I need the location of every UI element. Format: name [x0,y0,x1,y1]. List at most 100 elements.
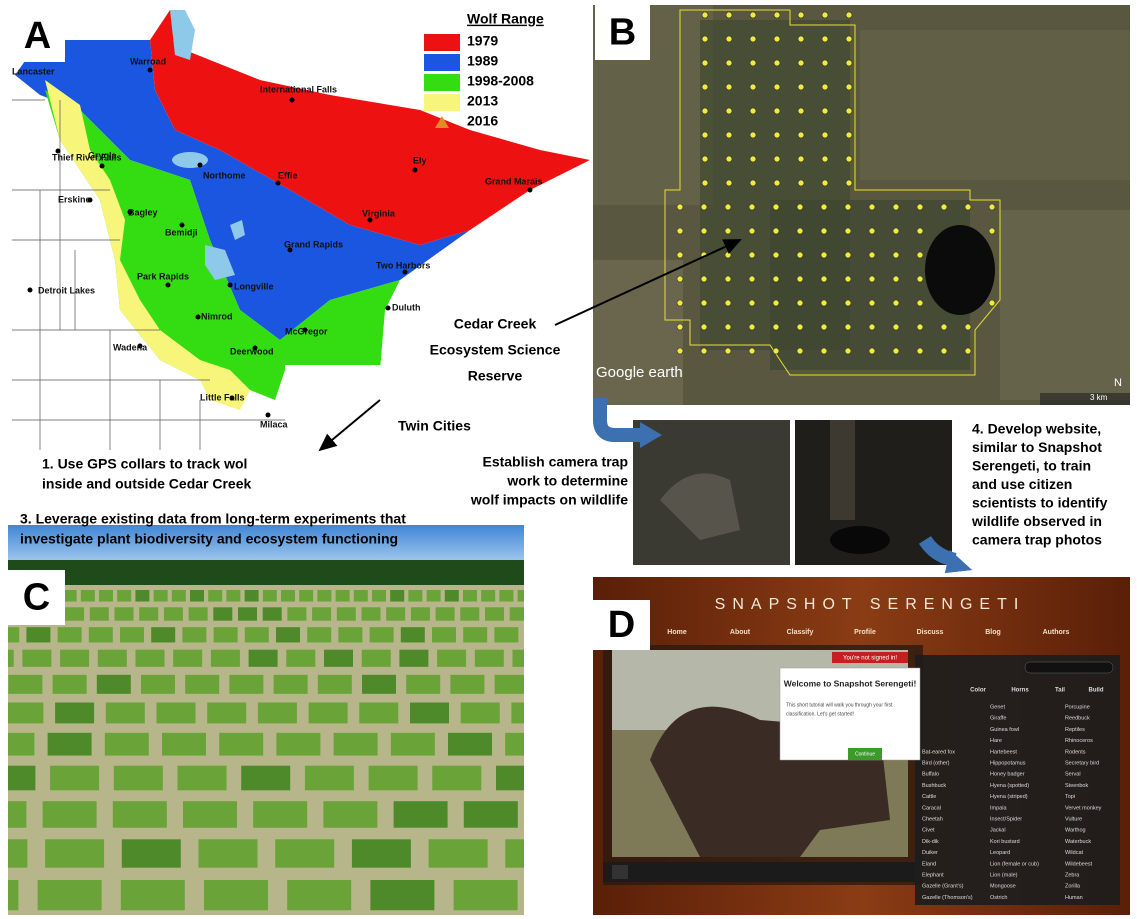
camera-pin [940,323,948,331]
plot [275,839,335,868]
plot [188,607,208,621]
species-option[interactable]: Cheetah [922,816,943,822]
caption: Serengeti, to train [972,458,1091,474]
species-option[interactable]: Genet [990,704,1005,710]
nav-link[interactable]: Profile [854,629,876,636]
species-option[interactable]: Topi [1065,794,1075,800]
plot [198,839,258,868]
species-option[interactable]: Giraffe [990,716,1006,722]
plot [505,839,524,868]
species-option[interactable]: Caracal [922,805,941,811]
species-option[interactable]: Reedbuck [1065,716,1090,722]
species-option[interactable]: Kori bustard [990,839,1020,845]
species-option[interactable]: Hyena (spotted) [990,783,1029,789]
species-option[interactable]: Wildcat [1065,850,1084,856]
species-option[interactable]: Rhinoceros [1065,738,1093,744]
species-option[interactable]: Insect/Spider [990,816,1022,822]
nav-link[interactable]: Discuss [917,629,944,636]
species-option[interactable]: Vervet monkey [1065,805,1102,811]
scale-label: 3 km [1090,393,1108,402]
camera-pin [797,35,805,43]
species-option[interactable]: Lion (female or cub) [990,861,1039,867]
camera-pin [676,299,684,307]
city-dot [402,269,408,275]
camera-pin [701,155,709,163]
species-option[interactable]: Elephant [922,872,944,878]
plot [317,674,352,694]
camera-pin [821,59,829,67]
species-option[interactable]: Bat-eared fox [922,749,955,755]
plot [248,649,278,667]
species-option[interactable]: Honey badger [990,772,1025,778]
caption: Twin Cities [398,418,471,434]
species-option[interactable]: Duiker [922,850,938,856]
species-option[interactable]: Leopard [990,850,1010,856]
plot [114,607,134,621]
species-option[interactable]: Gazelle (Thomson's) [922,895,973,901]
species-option[interactable]: Impala [990,805,1007,811]
camera-pin [773,11,781,19]
species-option[interactable]: Cattle [922,794,936,800]
species-option[interactable]: Ostrich [990,895,1007,901]
species-option[interactable]: Hyena (striped) [990,794,1028,800]
species-option[interactable]: Hare [990,738,1002,744]
plot [359,702,399,724]
plot [362,674,396,694]
nav-link[interactable]: Home [667,629,687,636]
camera-pin [892,251,900,259]
camera-pin [748,323,756,331]
species-option[interactable]: Civet [922,828,935,834]
camera-pin [749,11,757,19]
plot [406,674,441,694]
camera-pin [796,299,804,307]
plot [112,801,167,828]
plot [499,590,514,602]
species-option[interactable]: Eland [922,861,936,867]
city-label: Little Falls [200,392,245,402]
nav-link[interactable]: Blog [985,629,1001,636]
popup-text: This short tutorial will walk you throug… [786,702,893,708]
species-option[interactable]: Human [1065,895,1083,901]
camera-pin [676,203,684,211]
popup-button[interactable]: Continue [855,751,875,757]
camera-pin [724,203,732,211]
species-option[interactable]: Jackal [990,828,1006,834]
species-option[interactable]: Hippopotamus [990,760,1026,766]
plot [151,627,176,643]
plot [393,801,448,828]
camera-pin [772,251,780,259]
nav-link[interactable]: About [730,629,751,636]
camera-pin [916,251,924,259]
plot [104,732,149,756]
legend-label: 1979 [467,33,498,49]
species-option[interactable]: Vulture [1065,816,1082,822]
species-option[interactable]: Mongoose [990,884,1016,890]
city-dot [252,345,258,351]
species-option[interactable]: Waterbuck [1065,839,1091,845]
species-option[interactable]: Secretary bird [1065,760,1099,766]
species-option[interactable]: Guinea fowl [990,727,1019,733]
species-option[interactable]: Hartebeest [990,749,1017,755]
species-option[interactable]: Gazelle (Grant's) [922,884,964,890]
species-option[interactable]: Bird (other) [922,760,950,766]
plot [512,649,524,667]
species-option[interactable]: Buffalo [922,772,939,778]
species-option[interactable]: Reptiles [1065,727,1085,733]
species-option[interactable]: Steenbok [1065,783,1088,789]
species-option[interactable]: Wildebeest [1065,861,1093,867]
city-label: Milaca [260,419,289,429]
species-option[interactable]: Bushbuck [922,783,946,789]
plot [509,607,524,621]
species-option[interactable]: Dik-dik [922,839,939,845]
species-option[interactable]: Rodents [1065,749,1086,755]
nav-link[interactable]: Classify [787,629,814,636]
nav-link[interactable]: Authors [1043,629,1070,636]
species-option[interactable]: Zebra [1065,872,1080,878]
plot [204,880,268,911]
species-option[interactable]: Lion (male) [990,872,1018,878]
species-option[interactable]: Porcupine [1065,704,1090,710]
city-dot [179,222,185,228]
species-option[interactable]: Serval [1065,772,1081,778]
species-option[interactable]: Zorilla [1065,884,1081,890]
species-option[interactable]: Warthog [1065,828,1086,834]
